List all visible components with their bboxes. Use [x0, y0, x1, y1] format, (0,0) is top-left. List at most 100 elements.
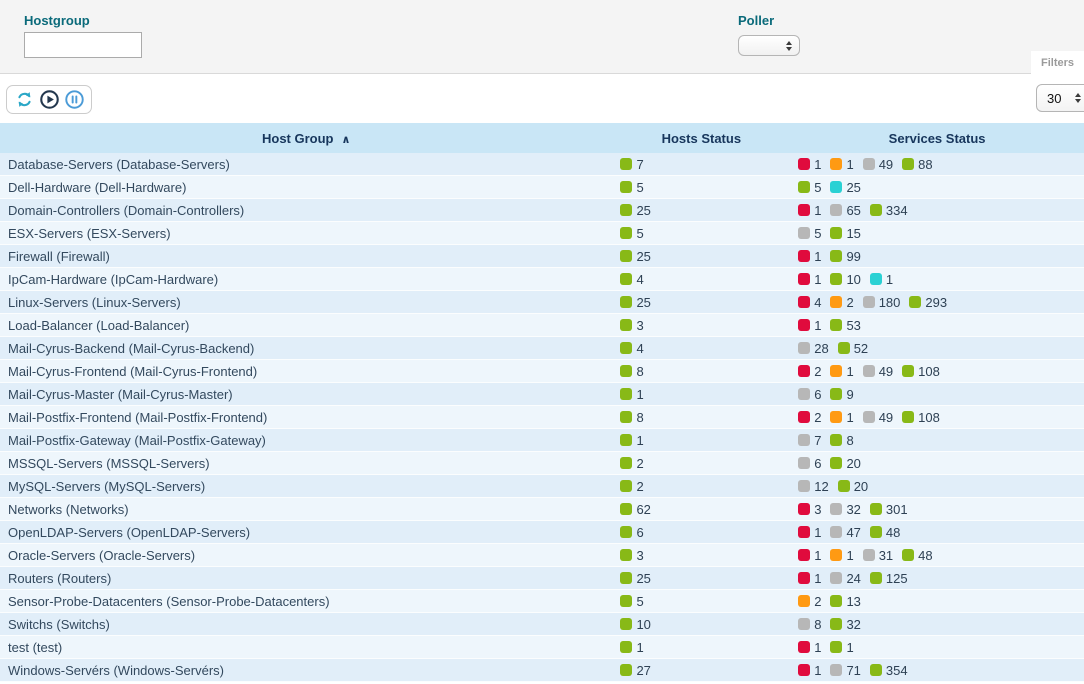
hosts-status-badge-green[interactable]: 4 — [620, 272, 644, 287]
header-hosts-status[interactable]: Hosts Status — [661, 130, 742, 146]
services-status-badge-orange[interactable]: 2 — [830, 295, 854, 310]
hosts-status-badge-green[interactable]: 5 — [620, 226, 644, 241]
hosts-status-badge-green[interactable]: 1 — [620, 433, 644, 448]
services-status-badge-gray[interactable]: 12 — [798, 479, 829, 494]
hostgroup-name-link[interactable]: Mail-Cyrus-Frontend (Mail-Cyrus-Frontend… — [8, 363, 258, 379]
services-status-badge-gray[interactable]: 65 — [830, 203, 861, 218]
hostgroup-input[interactable] — [24, 32, 142, 58]
services-status-badge-green[interactable]: 125 — [869, 571, 908, 586]
services-status-badge-green[interactable]: 9 — [830, 387, 854, 402]
hostgroup-name-link[interactable]: Windows-Servérs (Windows-Servérs) — [8, 662, 224, 678]
services-status-badge-green[interactable]: 13 — [830, 594, 861, 609]
hostgroup-name-link[interactable]: Sensor-Probe-Datacenters (Sensor-Probe-D… — [8, 593, 330, 609]
services-status-badge-green[interactable]: 20 — [837, 479, 868, 494]
hostgroup-name-link[interactable]: Linux-Servers (Linux-Servers) — [8, 294, 181, 310]
services-status-badge-green[interactable]: 52 — [837, 341, 868, 356]
services-status-badge-gray[interactable]: 32 — [830, 502, 861, 517]
hosts-status-badge-green[interactable]: 25 — [620, 571, 651, 586]
page-size-select[interactable]: 30 — [1036, 84, 1084, 112]
services-status-badge-gray[interactable]: 6 — [798, 456, 821, 471]
hosts-status-badge-green[interactable]: 5 — [620, 594, 644, 609]
services-status-badge-green[interactable]: 354 — [869, 663, 908, 678]
hostgroup-name-link[interactable]: Oracle-Servers (Oracle-Servers) — [8, 547, 196, 563]
header-services-status[interactable]: Services Status — [888, 130, 986, 146]
hostgroup-name-link[interactable]: Switchs (Switchs) — [8, 616, 110, 632]
hosts-status-badge-green[interactable]: 1 — [620, 640, 644, 655]
hostgroup-name-link[interactable]: Dell-Hardware (Dell-Hardware) — [8, 179, 187, 195]
services-status-badge-orange[interactable]: 2 — [798, 594, 821, 609]
hosts-status-badge-green[interactable]: 5 — [620, 180, 644, 195]
hostgroup-name-link[interactable]: Domain-Controllers (Domain-Controllers) — [8, 202, 245, 218]
services-status-badge-cyan[interactable]: 1 — [869, 272, 893, 287]
services-status-badge-red[interactable]: 1 — [798, 157, 821, 172]
hosts-status-badge-green[interactable]: 2 — [620, 456, 644, 471]
services-status-badge-green[interactable]: 32 — [830, 617, 861, 632]
services-status-badge-red[interactable]: 1 — [798, 548, 821, 563]
services-status-badge-red[interactable]: 1 — [798, 571, 821, 586]
hosts-status-badge-green[interactable]: 4 — [620, 341, 644, 356]
services-status-badge-red[interactable]: 3 — [798, 502, 821, 517]
services-status-badge-gray[interactable]: 28 — [798, 341, 829, 356]
hostgroup-name-link[interactable]: IpCam-Hardware (IpCam-Hardware) — [8, 271, 219, 287]
hosts-status-badge-green[interactable]: 62 — [620, 502, 651, 517]
hostgroup-name-link[interactable]: ESX-Servers (ESX-Servers) — [8, 225, 171, 241]
services-status-badge-gray[interactable]: 6 — [798, 387, 821, 402]
hosts-status-badge-green[interactable]: 1 — [620, 387, 644, 402]
services-status-badge-red[interactable]: 2 — [798, 364, 821, 379]
services-status-badge-green[interactable]: 334 — [869, 203, 908, 218]
services-status-badge-red[interactable]: 1 — [798, 640, 821, 655]
services-status-badge-gray[interactable]: 31 — [862, 548, 893, 563]
pause-icon[interactable] — [63, 89, 85, 111]
services-status-badge-green[interactable]: 108 — [902, 410, 940, 425]
hosts-status-badge-green[interactable]: 8 — [620, 410, 644, 425]
hostgroup-name-link[interactable]: test (test) — [8, 639, 63, 655]
services-status-badge-green[interactable]: 48 — [869, 525, 900, 540]
services-status-badge-green[interactable]: 48 — [902, 548, 933, 563]
services-status-badge-gray[interactable]: 71 — [830, 663, 861, 678]
hostgroup-name-link[interactable]: OpenLDAP-Servers (OpenLDAP-Servers) — [8, 524, 251, 540]
hosts-status-badge-green[interactable]: 25 — [620, 295, 651, 310]
hostgroup-name-link[interactable]: Database-Servers (Database-Servers) — [8, 156, 230, 172]
hostgroup-name-link[interactable]: Firewall (Firewall) — [8, 248, 110, 264]
services-status-badge-red[interactable]: 1 — [798, 525, 821, 540]
services-status-badge-gray[interactable]: 7 — [798, 433, 821, 448]
services-status-badge-gray[interactable]: 180 — [862, 295, 900, 310]
play-icon[interactable] — [38, 89, 60, 111]
services-status-badge-red[interactable]: 1 — [798, 272, 821, 287]
services-status-badge-red[interactable]: 1 — [798, 318, 821, 333]
hosts-status-badge-green[interactable]: 3 — [620, 548, 644, 563]
hostgroup-name-link[interactable]: Mail-Postfix-Frontend (Mail-Postfix-Fron… — [8, 409, 268, 425]
hosts-status-badge-green[interactable]: 25 — [620, 203, 651, 218]
filters-tab[interactable]: Filters — [1031, 51, 1084, 74]
services-status-badge-green[interactable]: 20 — [830, 456, 861, 471]
services-status-badge-red[interactable]: 2 — [798, 410, 821, 425]
services-status-badge-cyan[interactable]: 25 — [830, 180, 861, 195]
services-status-badge-red[interactable]: 4 — [798, 295, 821, 310]
hosts-status-badge-green[interactable]: 6 — [620, 525, 644, 540]
header-host-group[interactable]: Host Group ∧ — [262, 130, 351, 146]
services-status-badge-gray[interactable]: 5 — [798, 226, 821, 241]
services-status-badge-orange[interactable]: 1 — [830, 157, 854, 172]
hosts-status-badge-green[interactable]: 27 — [620, 663, 651, 678]
hosts-status-badge-green[interactable]: 7 — [620, 157, 644, 172]
services-status-badge-green[interactable]: 5 — [798, 180, 821, 195]
services-status-badge-gray[interactable]: 8 — [798, 617, 821, 632]
hostgroup-name-link[interactable]: MySQL-Servers (MySQL-Servers) — [8, 478, 206, 494]
services-status-badge-green[interactable]: 293 — [909, 295, 947, 310]
services-status-badge-orange[interactable]: 1 — [830, 364, 854, 379]
services-status-badge-green[interactable]: 53 — [830, 318, 861, 333]
hosts-status-badge-green[interactable]: 25 — [620, 249, 651, 264]
services-status-badge-green[interactable]: 88 — [902, 157, 933, 172]
services-status-badge-green[interactable]: 108 — [902, 364, 940, 379]
services-status-badge-green[interactable]: 1 — [830, 640, 854, 655]
hostgroup-name-link[interactable]: Mail-Cyrus-Master (Mail-Cyrus-Master) — [8, 386, 233, 402]
hostgroup-name-link[interactable]: Mail-Postfix-Gateway (Mail-Postfix-Gatew… — [8, 432, 266, 448]
hosts-status-badge-green[interactable]: 10 — [620, 617, 651, 632]
services-status-badge-green[interactable]: 301 — [869, 502, 908, 517]
services-status-badge-green[interactable]: 99 — [830, 249, 861, 264]
hostgroup-name-link[interactable]: Mail-Cyrus-Backend (Mail-Cyrus-Backend) — [8, 340, 255, 356]
poller-select[interactable] — [738, 35, 800, 56]
services-status-badge-gray[interactable]: 49 — [862, 157, 893, 172]
services-status-badge-red[interactable]: 1 — [798, 203, 821, 218]
services-status-badge-orange[interactable]: 1 — [830, 410, 854, 425]
